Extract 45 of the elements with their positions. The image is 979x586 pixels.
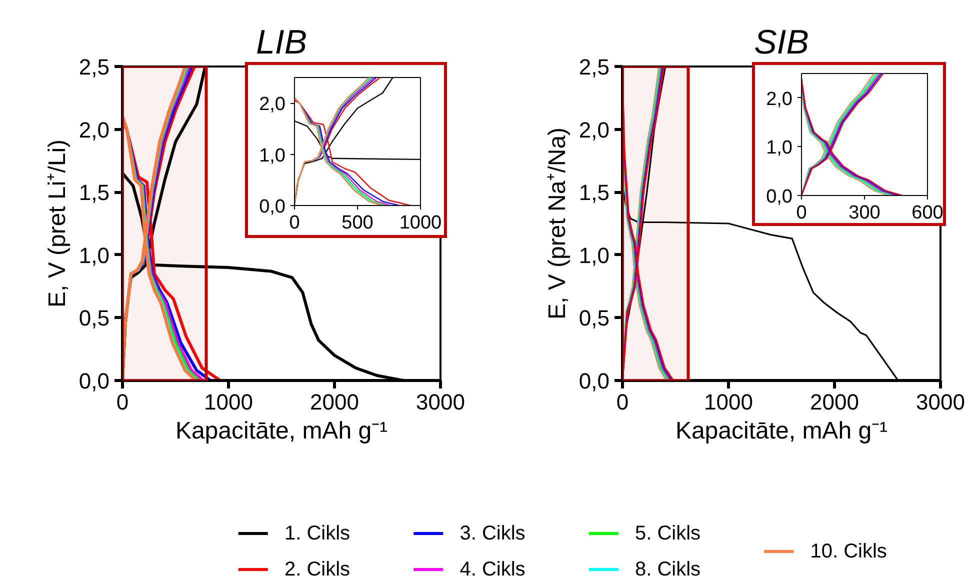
x-tick-label: 2000	[310, 390, 359, 414]
legend-label: 10. Cikls	[810, 540, 887, 562]
x-axis-title: Kapacitāte, mAh g⁻¹	[675, 418, 888, 444]
y-tick-label: 0,5	[578, 306, 610, 331]
legend-label: 2. Cikls	[284, 558, 350, 580]
legend-label: 8. Cikls	[634, 558, 701, 580]
y-tick-label: 2,5	[78, 54, 110, 80]
y-tick-label: 1,0	[259, 145, 286, 166]
y-tick-label: 2,0	[578, 117, 610, 142]
legend-label: 3. Cikls	[460, 522, 526, 544]
y-tick-label: 1,5	[78, 180, 110, 206]
y-tick-label: 1,5	[578, 180, 610, 206]
y-tick-label: 0,0	[259, 196, 286, 218]
x-tick-label: 1000	[204, 390, 253, 414]
x-tick-label: 3000	[416, 390, 465, 414]
chart-title: SIB	[754, 24, 809, 62]
x-tick-label: 0	[796, 202, 807, 224]
x-tick-label: 3000	[916, 390, 965, 414]
y-tick-label: 1,0	[78, 242, 110, 268]
x-tick-label: 2000	[810, 390, 859, 414]
x-tick-label: 1000	[399, 212, 442, 234]
x-tick-label: 600	[912, 202, 944, 224]
legend-label: 4. Cikls	[460, 558, 526, 580]
x-tick-label: 500	[342, 212, 374, 234]
y-tick-label: 0,0	[578, 368, 610, 394]
legend-label: 5. Cikls	[634, 522, 701, 544]
x-tick-label: 1000	[704, 390, 753, 414]
x-axis-title: Kapacitāte, mAh g⁻¹	[175, 418, 388, 444]
y-tick-label: 0,5	[78, 306, 110, 331]
legend-label: 1. Cikls	[284, 522, 350, 544]
y-tick-label: 2,5	[578, 54, 610, 80]
chart-title: LIB	[256, 24, 308, 62]
x-tick-label: 0	[616, 390, 629, 414]
y-tick-label: 0,0	[78, 368, 110, 394]
x-tick-label: 0	[289, 212, 300, 234]
x-tick-label: 0	[116, 390, 129, 414]
x-tick-label: 300	[848, 202, 880, 224]
y-tick-label: 2,0	[766, 88, 793, 110]
y-tick-label: 0,0	[766, 186, 793, 208]
y-tick-label: 1,0	[578, 242, 610, 268]
y-axis-title: E, V (pret Li⁺/Li)	[44, 139, 71, 308]
y-tick-label: 2,0	[259, 94, 286, 116]
y-axis-title: E, V (pret Na⁺/Na)	[544, 127, 571, 320]
y-tick-label: 1,0	[766, 138, 793, 159]
y-tick-label: 2,0	[78, 117, 110, 142]
